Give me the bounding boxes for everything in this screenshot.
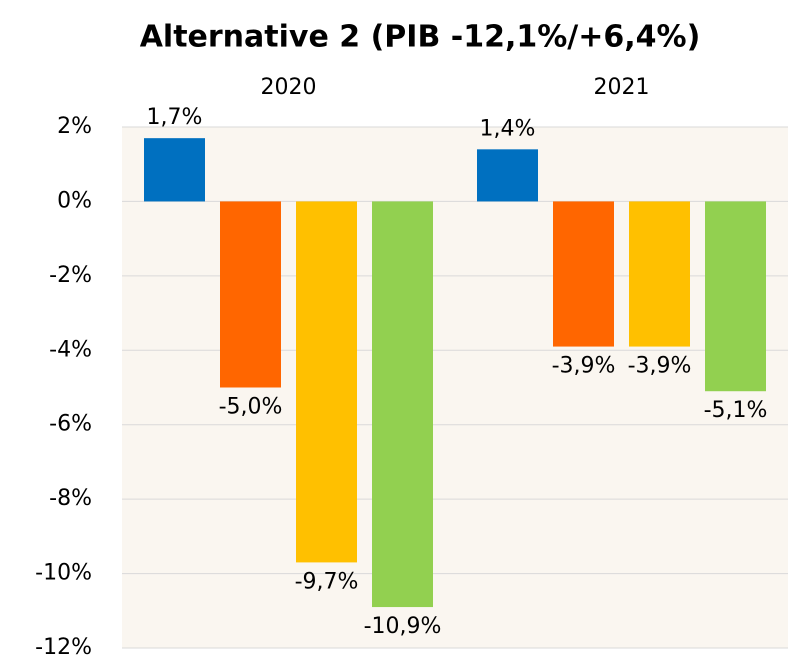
bar	[477, 149, 538, 202]
bar	[296, 201, 357, 563]
value-label: -9,7%	[295, 569, 359, 594]
value-label: -5,0%	[219, 395, 283, 420]
y-tick-label: -10%	[35, 561, 92, 586]
chart-title: Alternative 2 (PIB -12,1%/+6,4%)	[140, 20, 701, 55]
category-label: 2021	[594, 75, 650, 100]
bar	[372, 201, 433, 608]
category-label: 2020	[261, 75, 317, 100]
y-tick-label: -2%	[49, 263, 92, 288]
value-label: -3,9%	[552, 354, 616, 379]
value-label: -10,9%	[364, 614, 442, 639]
bar	[705, 201, 766, 392]
y-tick-label: -8%	[49, 486, 92, 511]
value-label: -5,1%	[704, 398, 768, 423]
y-tick-label: -6%	[49, 412, 92, 437]
bar	[144, 138, 205, 202]
bar	[553, 201, 614, 347]
y-tick-label: 0%	[57, 188, 92, 213]
y-tick-label: -4%	[49, 337, 92, 362]
bar	[629, 201, 690, 347]
y-tick-label: 2%	[57, 114, 92, 139]
y-tick-label: -12%	[35, 635, 92, 660]
bar	[220, 201, 281, 388]
value-label: 1,4%	[480, 116, 536, 141]
value-label: -3,9%	[628, 354, 692, 379]
value-label: 1,7%	[147, 105, 203, 130]
